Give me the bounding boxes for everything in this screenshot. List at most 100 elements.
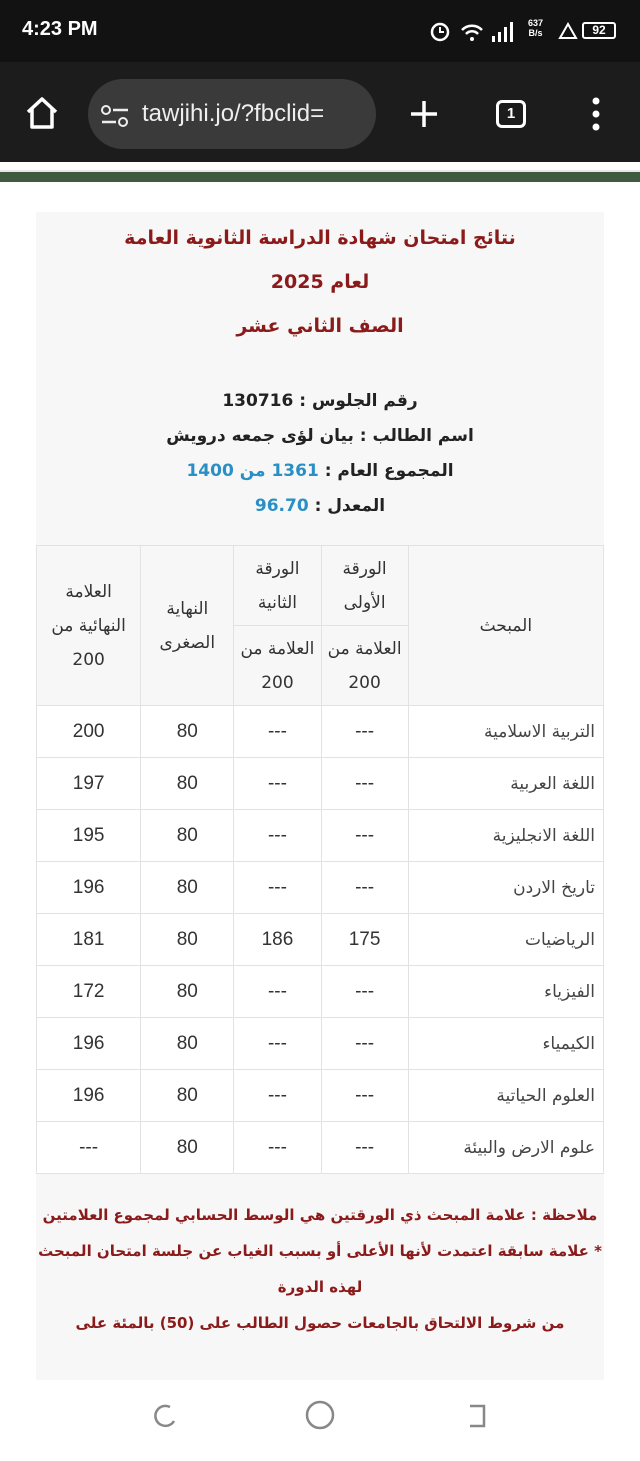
- speed-unit: B/s: [528, 28, 543, 38]
- score-cell: ---: [233, 1017, 322, 1070]
- title: نتائج امتحان شهادة الدراسة الثانوية العا…: [124, 227, 516, 249]
- browser-bar: tawjihi.jo/?fbclid= 1: [0, 62, 640, 162]
- subject-cell: اللغة الانجليزية: [407, 809, 604, 862]
- header-cell: الورقة الثانية: [233, 545, 322, 626]
- score-cell: 80: [140, 1069, 235, 1122]
- total-value: 1361: [271, 461, 319, 481]
- average: المعدل : 96.70: [36, 489, 604, 524]
- score-cell: ---: [233, 1121, 322, 1174]
- subject-cell: علوم الارض والبيئة: [407, 1121, 604, 1174]
- score-cell: ---: [320, 1121, 409, 1174]
- score-cell: 195: [36, 809, 142, 862]
- score-cell: 172: [36, 965, 142, 1018]
- score-cell: 80: [140, 913, 235, 966]
- average-label: المعدل :: [314, 496, 386, 516]
- nav-buttons: [154, 1400, 486, 1430]
- subject-cell: الرياضيات: [407, 913, 604, 966]
- table-row: تاريخ الاردن --- --- 80 196: [36, 861, 604, 914]
- score-cell: ---: [320, 705, 409, 758]
- url-bar[interactable]: [88, 79, 376, 149]
- time: 4:23 PM: [22, 18, 98, 40]
- subject-cell: الكيمياء: [407, 1017, 604, 1070]
- home-button[interactable]: [24, 96, 60, 130]
- table-body: التربية الاسلامية --- --- 80 200 اللغة العربي…: [36, 705, 604, 1174]
- score-cell: ---: [320, 809, 409, 862]
- back-button[interactable]: [470, 1404, 486, 1428]
- score-cell: ---: [233, 861, 322, 914]
- recent-button[interactable]: [154, 1404, 176, 1428]
- subject-cell: التربية الاسلامية: [407, 705, 604, 758]
- subject-cell: اللغة العربية: [407, 757, 604, 810]
- notes: ملاحظة : علامة المبحث ذي الورقتين هي الو…: [36, 1197, 604, 1341]
- score-cell: ---: [36, 1121, 142, 1174]
- results-page: نتائج امتحان شهادة الدراسة الثانوية العا…: [36, 212, 604, 1380]
- table-row: العلوم الحياتية --- --- 80 196: [36, 1069, 604, 1122]
- header-cell: المبحث: [407, 545, 604, 706]
- score-cell: 80: [140, 861, 235, 914]
- score-cell: 80: [140, 809, 235, 862]
- tab-count[interactable]: 1: [496, 100, 526, 128]
- subject-cell: تاريخ الاردن: [407, 861, 604, 914]
- subheader-cell: العلامة من 200: [233, 625, 322, 706]
- header-cell: النهاية الصغرى: [140, 545, 235, 706]
- note: من شروط الالتحاق بالجامعات حصول الطالب ع…: [75, 1314, 565, 1332]
- score-cell: 196: [36, 1069, 142, 1122]
- speed-value: 637: [528, 18, 544, 28]
- total: المجموع العام : 1361 من 1400: [36, 454, 604, 489]
- header-cell: الورقة الأولى: [320, 545, 409, 626]
- subheader-cell: العلامة من 200: [320, 625, 409, 706]
- score-cell: 196: [36, 1017, 142, 1070]
- total-max: 1400: [186, 461, 234, 481]
- score-cell: ---: [320, 1017, 409, 1070]
- score-cell: ---: [320, 1069, 409, 1122]
- score-cell: ---: [233, 809, 322, 862]
- score-cell: ---: [320, 861, 409, 914]
- score-cell: ---: [233, 757, 322, 810]
- year: لعام 2025: [270, 271, 370, 293]
- table-row: التربية الاسلامية --- --- 80 200: [36, 705, 604, 758]
- net-speed: 637 B/s: [528, 18, 543, 38]
- menu-button[interactable]: [588, 96, 604, 132]
- score-cell: 175: [320, 913, 409, 966]
- home-nav-button[interactable]: [305, 1400, 335, 1430]
- score-cell: 80: [140, 705, 235, 758]
- score-cell: ---: [320, 965, 409, 1018]
- new-tab-button[interactable]: [408, 98, 440, 130]
- table-row: الرياضيات 175 186 80 181: [36, 913, 604, 966]
- battery: 92: [582, 22, 616, 39]
- header-cell: العلامة النهائية من 200: [36, 545, 142, 706]
- status-bar: 4:23 PM 637 B/s 92: [0, 0, 640, 62]
- status-icons: [430, 22, 513, 42]
- score-cell: 80: [140, 965, 235, 1018]
- site-settings-icon[interactable]: [100, 104, 130, 128]
- table-row: اللغة الانجليزية --- --- 80 195: [36, 809, 604, 862]
- score-cell: ---: [233, 1069, 322, 1122]
- table-row: الكيمياء --- --- 80 196: [36, 1017, 604, 1070]
- score-cell: ---: [320, 757, 409, 810]
- score-cell: ---: [233, 705, 322, 758]
- url[interactable]: tawjihi.jo/?fbclid=: [142, 100, 325, 127]
- score-cell: 186: [233, 913, 322, 966]
- header: نتائج امتحان شهادة الدراسة الثانوية العا…: [36, 212, 604, 348]
- results-table: المبحث الورقة الأولى الورقة الثانية النه…: [36, 545, 604, 1174]
- site-header-stripe: [0, 170, 640, 182]
- warning-icon: [558, 22, 578, 39]
- score-cell: 80: [140, 1017, 235, 1070]
- table-row: الفيزياء --- --- 80 172: [36, 965, 604, 1018]
- note: ملاحظة : علامة المبحث ذي الورقتين هي الو…: [42, 1206, 598, 1224]
- student-info: رقم الجلوس : 130716 اسم الطالب : بيان لؤ…: [36, 384, 604, 524]
- table-row: علوم الارض والبيئة --- --- 80 ---: [36, 1121, 604, 1174]
- average-value: 96.70: [254, 496, 309, 516]
- total-of: من: [239, 461, 266, 481]
- score-cell: 196: [36, 861, 142, 914]
- score-cell: 181: [36, 913, 142, 966]
- score-cell: 80: [140, 1121, 235, 1174]
- score-cell: 80: [140, 757, 235, 810]
- seat-number: رقم الجلوس : 130716: [222, 391, 418, 411]
- table-row: اللغة العربية --- --- 80 197: [36, 757, 604, 810]
- score-cell: 200: [36, 705, 142, 758]
- navigation-bar: [0, 1380, 640, 1457]
- subject-cell: العلوم الحياتية: [407, 1069, 604, 1122]
- note: * علامة سابقة اعتمدت لأنها الأعلى أو بسب…: [38, 1242, 602, 1296]
